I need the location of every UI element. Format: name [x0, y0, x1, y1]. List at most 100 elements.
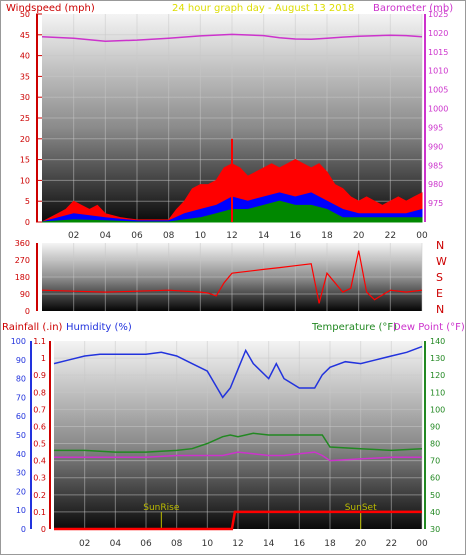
dir-y-tick-label: 360 [15, 239, 30, 248]
wind-x-tick-label: 00 [416, 231, 428, 241]
wind-direction-line [41, 250, 423, 304]
annotation-label: SunSet [345, 503, 377, 513]
humidity-y-tick-label: 30 [16, 469, 26, 478]
temp-y-tick-label: 120 [430, 371, 445, 380]
rain-y-tick-label: 0.5 [33, 440, 46, 449]
wind-y-tick-label: 50 [20, 10, 30, 19]
wind-y-tick-label: 20 [20, 135, 30, 144]
wind-y-tick-label: 45 [20, 31, 30, 40]
temp-y-tick-label: 110 [430, 388, 445, 397]
dir-y-tick-label: 270 [15, 256, 30, 265]
wind-y-tick-label: 0 [25, 218, 30, 227]
temp-y-tick-label: 40 [430, 508, 440, 517]
baro-y-tick-label: 980 [428, 180, 443, 189]
series-layer: SunRise SunSet [41, 33, 423, 531]
humidity-y-tick-label: 70 [16, 393, 26, 402]
barometer-label: Barometer (mb) [373, 3, 453, 14]
baro-y-tick-label: 990 [428, 142, 443, 151]
rain-y-tick-label: 1.1 [33, 337, 46, 346]
barometer-line [41, 33, 423, 42]
rain-y-tick-label: 0.2 [33, 491, 46, 500]
rain-y-tick-label: 0.6 [33, 422, 46, 431]
wind-x-tick-label: 02 [68, 231, 79, 241]
wind-y-tick-label: 35 [20, 72, 30, 81]
wind-y-tick-label: 25 [20, 114, 30, 123]
dewpoint-label: Dew Point (°F) [393, 322, 465, 333]
humidity-line [53, 345, 423, 399]
temp-y-tick-label: 60 [430, 474, 440, 483]
bottom-x-tick-label: 04 [110, 539, 122, 549]
dewpoint-line [54, 451, 422, 462]
windspeed-label: Windspeed (mph) [6, 3, 95, 14]
temp-y-tick-label: 130 [430, 354, 445, 363]
wind-x-tick-label: 14 [258, 231, 270, 241]
direction-labels: N W S E N [436, 239, 447, 316]
humidity-y-tick-label: 10 [16, 506, 26, 515]
wind-x-tick-label: 18 [321, 231, 333, 241]
wind-y-tick-label: 5 [25, 197, 30, 206]
rain-y-tick-label: 0.7 [33, 405, 46, 414]
dir-label-w: W [436, 255, 447, 268]
baro-y-tick-label: 1000 [428, 105, 448, 114]
temp-y-tick-label: 30 [430, 525, 440, 534]
humidity-y-tick-label: 90 [16, 356, 26, 365]
bottom-x-tick-label: 22 [386, 539, 397, 549]
baro-y-tick-label: 1005 [428, 86, 448, 95]
wind-x-tick-label: 22 [385, 231, 396, 241]
temp-y-tick-label: 140 [430, 337, 445, 346]
bottom-x-tick-label: 02 [79, 539, 90, 549]
temp-y-tick-label: 70 [430, 457, 440, 466]
humidity-y-tick-label: 50 [16, 431, 26, 440]
bottom-x-tick-label: 10 [202, 539, 214, 549]
temperature-label: Temperature (°F) [311, 322, 397, 333]
humidity-label: Humidity (%) [66, 322, 132, 333]
baro-y-tick-label: 985 [428, 161, 443, 170]
rainfall-label: Rainfall (.in) [2, 322, 63, 333]
baro-y-tick-label: 1010 [428, 67, 448, 76]
wind-y-tick-label: 40 [20, 52, 30, 61]
wind-x-tick-label: 16 [290, 231, 302, 241]
rain-y-tick-label: 0.3 [33, 474, 46, 483]
axes-layer: 0510152025303540455097598098599099510001… [11, 10, 449, 549]
temperature-line [54, 432, 423, 453]
dir-label-e: E [436, 287, 443, 300]
rain-y-tick-label: 0.8 [33, 388, 46, 397]
rain-y-tick-label: 0.4 [33, 457, 46, 466]
dir-y-tick-label: 0 [25, 307, 30, 316]
dir-label-s: S [436, 271, 443, 284]
rain-y-tick-label: 0.9 [33, 371, 46, 380]
temp-y-tick-label: 100 [430, 405, 445, 414]
bottom-x-tick-label: 20 [355, 539, 367, 549]
humidity-y-tick-label: 0 [21, 525, 26, 534]
bottom-x-tick-label: 00 [416, 539, 428, 549]
rain-y-tick-label: 0.1 [33, 508, 46, 517]
baro-y-tick-label: 975 [428, 199, 443, 208]
wind-y-tick-label: 30 [20, 93, 30, 102]
chart-title: 24 hour graph day - August 13 2018 [172, 3, 354, 14]
wind-x-tick-label: 10 [195, 231, 207, 241]
dir-y-tick-label: 180 [15, 273, 30, 282]
bottom-x-tick-label: 16 [294, 539, 306, 549]
temp-y-tick-label: 90 [430, 422, 440, 431]
humidity-y-tick-label: 60 [16, 412, 26, 421]
humidity-y-tick-label: 100 [11, 337, 26, 346]
wind-x-tick-label: 12 [226, 231, 237, 241]
bottom-x-tick-label: 12 [232, 539, 243, 549]
rain-y-tick-label: 0 [41, 525, 46, 534]
rain-y-tick-label: 1 [41, 354, 46, 363]
rainfall-line [54, 510, 422, 531]
baro-y-tick-label: 1020 [428, 29, 448, 38]
bottom-x-tick-label: 06 [140, 539, 152, 549]
humidity-y-tick-label: 40 [16, 450, 26, 459]
temp-y-tick-label: 80 [430, 440, 440, 449]
dir-label-n1: N [436, 239, 444, 252]
bottom-x-tick-label: 18 [324, 539, 336, 549]
dir-y-tick-label: 90 [20, 290, 30, 299]
wind-x-tick-label: 08 [163, 231, 175, 241]
wind-x-tick-label: 04 [100, 231, 112, 241]
annotation-label: SunRise [143, 503, 180, 513]
wind-x-tick-label: 06 [131, 231, 143, 241]
baro-y-tick-label: 1015 [428, 48, 448, 57]
